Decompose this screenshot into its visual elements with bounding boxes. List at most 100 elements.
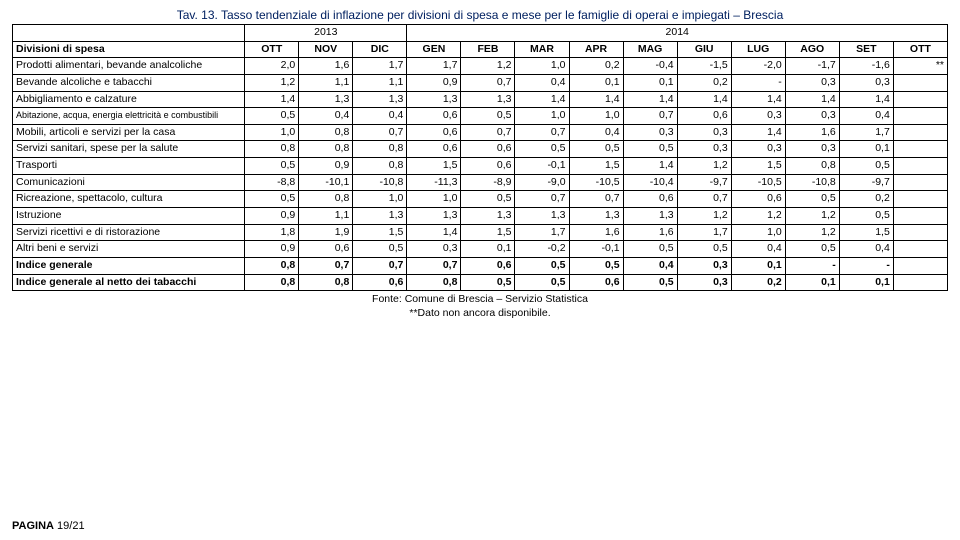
- year-row: 2013 2014: [13, 25, 948, 42]
- cell: 0,7: [461, 74, 515, 91]
- cell: 0,1: [623, 74, 677, 91]
- cell: 0,5: [245, 108, 299, 125]
- cell: 0,5: [677, 241, 731, 258]
- cell: 1,6: [623, 224, 677, 241]
- cell: 0,7: [569, 191, 623, 208]
- cell: 1,8: [245, 224, 299, 241]
- cell: 0,6: [677, 108, 731, 125]
- cell: 0,1: [839, 141, 893, 158]
- cell: 1,5: [731, 158, 785, 175]
- inflation-table: 2013 2014 Divisioni di spesa OTT NOV DIC…: [12, 24, 948, 291]
- cell: 1,4: [677, 91, 731, 108]
- cell: 0,6: [407, 124, 461, 141]
- cell: 0,3: [731, 108, 785, 125]
- cell: 0,7: [299, 257, 353, 274]
- row-label: Indice generale: [13, 257, 245, 274]
- cell: 1,3: [407, 208, 461, 225]
- cell: 1,9: [299, 224, 353, 241]
- col-header: OTT: [245, 41, 299, 58]
- table-row: Altri beni e servizi0,90,60,50,30,1-0,2-…: [13, 241, 948, 258]
- cell: -2,0: [731, 58, 785, 75]
- cell: 0,6: [353, 274, 407, 291]
- table-row: Comunicazioni-8,8-10,1-10,8-11,3-8,9-9,0…: [13, 174, 948, 191]
- cell: 1,3: [299, 91, 353, 108]
- cell: 1,3: [623, 208, 677, 225]
- cell: 0,6: [461, 158, 515, 175]
- cell: 0,3: [677, 257, 731, 274]
- cell: 0,3: [623, 124, 677, 141]
- cell: 1,2: [677, 158, 731, 175]
- cell: 0,9: [299, 158, 353, 175]
- cell: 0,4: [569, 124, 623, 141]
- cell: 1,6: [299, 58, 353, 75]
- cell: 1,4: [623, 91, 677, 108]
- cell: 1,2: [785, 208, 839, 225]
- cell: -9,7: [677, 174, 731, 191]
- cell: 0,1: [839, 274, 893, 291]
- cell: -0,1: [515, 158, 569, 175]
- cell: 0,4: [299, 108, 353, 125]
- cell: 1,4: [515, 91, 569, 108]
- cell: 0,4: [353, 108, 407, 125]
- cell: 0,1: [785, 274, 839, 291]
- cell: 0,8: [299, 141, 353, 158]
- cell: [893, 174, 947, 191]
- cell: 0,8: [245, 257, 299, 274]
- cell: 0,6: [731, 191, 785, 208]
- table-row: Istruzione0,91,11,31,31,31,31,31,31,21,2…: [13, 208, 948, 225]
- cell: 0,2: [731, 274, 785, 291]
- col-header: MAG: [623, 41, 677, 58]
- row-label: Bevande alcoliche e tabacchi: [13, 74, 245, 91]
- table-row: Abitazione, acqua, energia elettricità e…: [13, 108, 948, 125]
- cell: 0,9: [407, 74, 461, 91]
- cell: 1,4: [569, 91, 623, 108]
- cell: 0,5: [785, 191, 839, 208]
- page-number: PAGINA 19/21: [12, 520, 85, 532]
- cell: 1,4: [407, 224, 461, 241]
- cell: [893, 124, 947, 141]
- cell: -9,7: [839, 174, 893, 191]
- cell: 1,3: [353, 91, 407, 108]
- cell: 2,0: [245, 58, 299, 75]
- cell: 1,1: [353, 74, 407, 91]
- cell: 1,7: [353, 58, 407, 75]
- cell: -10,8: [353, 174, 407, 191]
- cell: 1,2: [461, 58, 515, 75]
- cell: -10,5: [731, 174, 785, 191]
- col-header: SET: [839, 41, 893, 58]
- cell: 0,3: [407, 241, 461, 258]
- cell: 0,3: [785, 108, 839, 125]
- row-label: Abitazione, acqua, energia elettricità e…: [13, 108, 245, 125]
- cell: 1,0: [569, 108, 623, 125]
- table-row: Servizi sanitari, spese per la salute0,8…: [13, 141, 948, 158]
- cell: [893, 74, 947, 91]
- cell: -1,5: [677, 58, 731, 75]
- cell: 1,5: [839, 224, 893, 241]
- cell: 1,4: [839, 91, 893, 108]
- cell: 0,7: [353, 257, 407, 274]
- cell: 1,0: [407, 191, 461, 208]
- cell: 0,8: [299, 124, 353, 141]
- cell: [893, 224, 947, 241]
- cell: [893, 141, 947, 158]
- cell: [893, 158, 947, 175]
- cell: 1,4: [785, 91, 839, 108]
- cell: 0,2: [569, 58, 623, 75]
- cell: -0,2: [515, 241, 569, 258]
- col-header: OTT: [893, 41, 947, 58]
- cell: 0,5: [515, 257, 569, 274]
- row-label: Prodotti alimentari, bevande analcoliche: [13, 58, 245, 75]
- cell: 1,7: [677, 224, 731, 241]
- cell: 1,2: [245, 74, 299, 91]
- cell: 1,3: [461, 91, 515, 108]
- row-label: Abbigliamento e calzature: [13, 91, 245, 108]
- cell: 1,5: [461, 224, 515, 241]
- cell: -: [785, 257, 839, 274]
- cell: 0,1: [461, 241, 515, 258]
- cell: 1,5: [353, 224, 407, 241]
- cell: 0,5: [839, 208, 893, 225]
- cell: 0,7: [623, 108, 677, 125]
- cell: 1,4: [623, 158, 677, 175]
- cell: 0,9: [245, 208, 299, 225]
- cell: -9,0: [515, 174, 569, 191]
